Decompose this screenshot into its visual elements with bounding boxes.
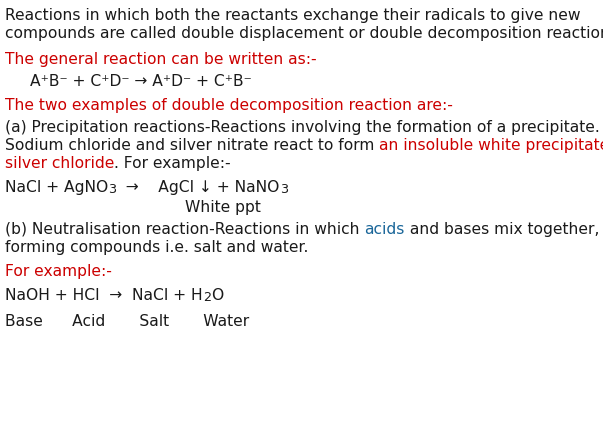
- Text: Base      Acid       Salt       Water: Base Acid Salt Water: [5, 314, 249, 329]
- Text: Reactions in which both the reactants exchange their radicals to give new: Reactions in which both the reactants ex…: [5, 8, 581, 23]
- Text: NaOH + HCl  →  NaCl + H: NaOH + HCl → NaCl + H: [5, 288, 203, 303]
- Text: 2: 2: [203, 291, 210, 304]
- Text: The general reaction can be written as:-: The general reaction can be written as:-: [5, 52, 317, 67]
- Text: (a) Precipitation reactions-Reactions involving the formation of a precipitate.: (a) Precipitation reactions-Reactions in…: [5, 120, 600, 135]
- Text: 3: 3: [109, 183, 116, 196]
- Text: forming compounds i.e. salt and water.: forming compounds i.e. salt and water.: [5, 240, 308, 255]
- Text: White ppt: White ppt: [185, 200, 261, 215]
- Text: (b) Neutralisation reaction-Reactions in which: (b) Neutralisation reaction-Reactions in…: [5, 222, 364, 237]
- Text: Sodium chloride and silver nitrate react to form: Sodium chloride and silver nitrate react…: [5, 138, 379, 153]
- Text: NaCl + AgNO: NaCl + AgNO: [5, 180, 109, 195]
- Text: and bases mix together,: and bases mix together,: [405, 222, 599, 237]
- Text: →    AgCl ↓ + NaNO: → AgCl ↓ + NaNO: [116, 180, 280, 195]
- Text: The two examples of double decomposition reaction are:-: The two examples of double decomposition…: [5, 98, 453, 113]
- Text: A⁺B⁻ + C⁺D⁻ → A⁺D⁻ + C⁺B⁻: A⁺B⁻ + C⁺D⁻ → A⁺D⁻ + C⁺B⁻: [30, 74, 251, 89]
- Text: silver chloride: silver chloride: [5, 156, 115, 171]
- Text: compounds are called double displacement or double decomposition reaction.: compounds are called double displacement…: [5, 26, 603, 41]
- Text: For example:-: For example:-: [5, 264, 112, 279]
- Text: . For example:-: . For example:-: [115, 156, 231, 171]
- Text: O: O: [210, 288, 223, 303]
- Text: an insoluble white precipitate of: an insoluble white precipitate of: [379, 138, 603, 153]
- Text: acids: acids: [364, 222, 405, 237]
- Text: 3: 3: [280, 183, 288, 196]
